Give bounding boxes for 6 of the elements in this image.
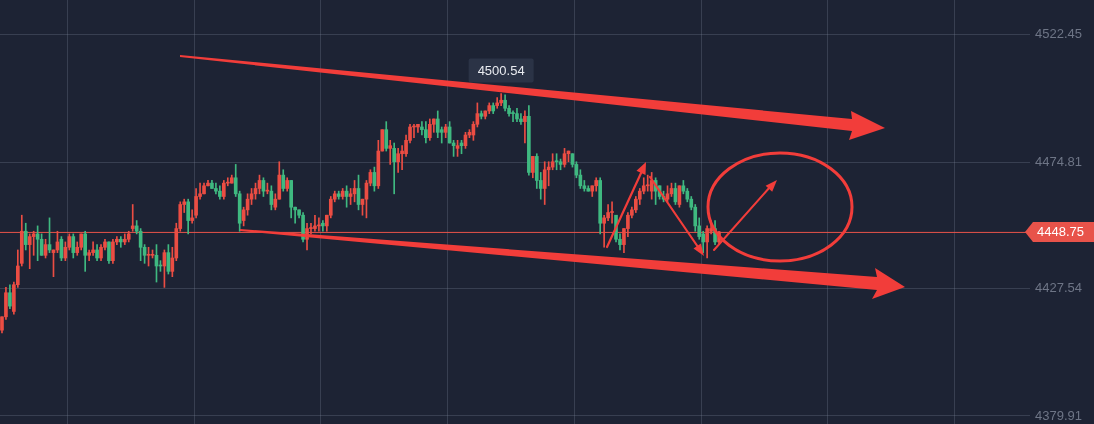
y-tick-label: 4474.81 [1035,153,1082,169]
ref-line-label: 4448.75 [1037,224,1085,240]
y-tick-label: 4379.91 [1035,407,1082,423]
annotation: 4500.54 [477,63,525,79]
y-tick-label: 4427.54 [1035,280,1082,296]
y-tick-label: 4522.45 [1035,26,1082,42]
